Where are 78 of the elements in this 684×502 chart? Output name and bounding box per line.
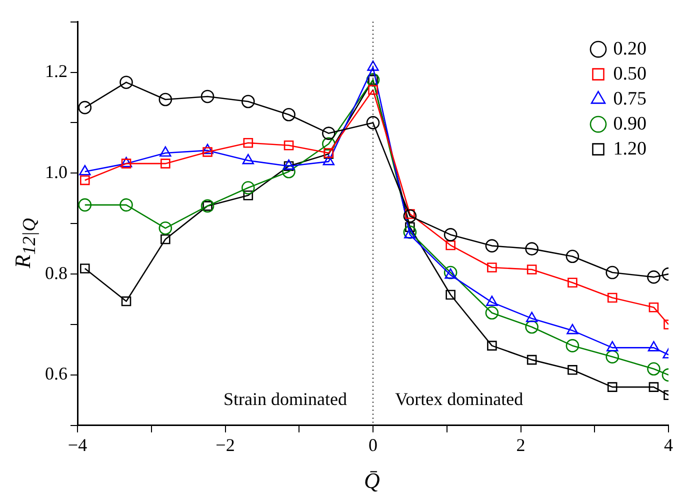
x-tick-label: 4: [664, 434, 673, 455]
point: [568, 278, 578, 288]
legend-label: 0.75: [613, 88, 646, 110]
point: [243, 138, 254, 148]
point: [647, 362, 660, 376]
point: [79, 164, 91, 176]
point: [566, 250, 580, 264]
point: [78, 198, 92, 212]
legend-label: 0.90: [613, 113, 646, 134]
point: [444, 268, 456, 279]
point: [404, 228, 416, 238]
point: [648, 382, 659, 392]
point: [158, 221, 172, 235]
point: [366, 116, 380, 130]
point: [485, 306, 499, 320]
point: [568, 365, 578, 375]
point: [242, 181, 255, 194]
y-tick-label: 1.0: [45, 162, 68, 182]
point: [120, 198, 133, 212]
point: [78, 100, 92, 114]
point: [446, 290, 456, 300]
point: [446, 240, 456, 250]
point: [160, 146, 172, 157]
point: [322, 137, 336, 151]
point: [566, 324, 578, 334]
point: [487, 340, 497, 351]
point: [121, 296, 132, 306]
point: [607, 292, 618, 303]
point: [202, 144, 214, 154]
y-tick-label: 0.8: [45, 262, 68, 283]
point: [606, 341, 618, 352]
point: [566, 339, 580, 352]
y-tick-label: 1.2: [45, 60, 68, 81]
point: [284, 140, 294, 150]
legend-label: 0.50: [613, 63, 646, 84]
x-tick-label: −4: [68, 434, 88, 455]
point: [486, 296, 498, 306]
x-tick-label: 0: [368, 434, 378, 455]
point: [403, 209, 417, 223]
point: [282, 164, 296, 178]
point: [648, 302, 659, 312]
point: [648, 341, 660, 352]
point: [606, 350, 620, 364]
point: [485, 239, 499, 252]
point: [160, 234, 170, 244]
point: [525, 320, 538, 334]
point: [368, 85, 378, 95]
x-tick-label: −2: [216, 434, 235, 455]
annotation: Strain dominated: [224, 389, 347, 410]
point: [647, 270, 660, 284]
point: [200, 90, 214, 104]
point: [367, 60, 379, 71]
point: [525, 242, 538, 256]
point: [322, 126, 336, 140]
legend-label: 0.20: [613, 38, 646, 60]
point: [526, 354, 537, 365]
point: [160, 158, 170, 168]
x-tick-label: 2: [516, 434, 526, 455]
point: [158, 92, 172, 106]
point: [606, 266, 620, 280]
point: [242, 154, 254, 164]
x-axis-title: Q̄: [363, 468, 381, 494]
point: [243, 190, 254, 200]
point: [80, 175, 90, 186]
point: [444, 228, 458, 242]
y-tick-label: 0.6: [45, 364, 68, 384]
point: [80, 264, 90, 274]
point: [202, 147, 212, 157]
point: [282, 108, 296, 122]
annotation: Vortex dominated: [395, 389, 524, 410]
point: [487, 262, 497, 272]
point: [120, 76, 133, 89]
point: [526, 312, 538, 322]
point: [607, 382, 618, 392]
point: [322, 154, 335, 166]
legend-label: 1.20: [613, 138, 646, 160]
point: [526, 264, 537, 274]
point: [242, 94, 255, 108]
